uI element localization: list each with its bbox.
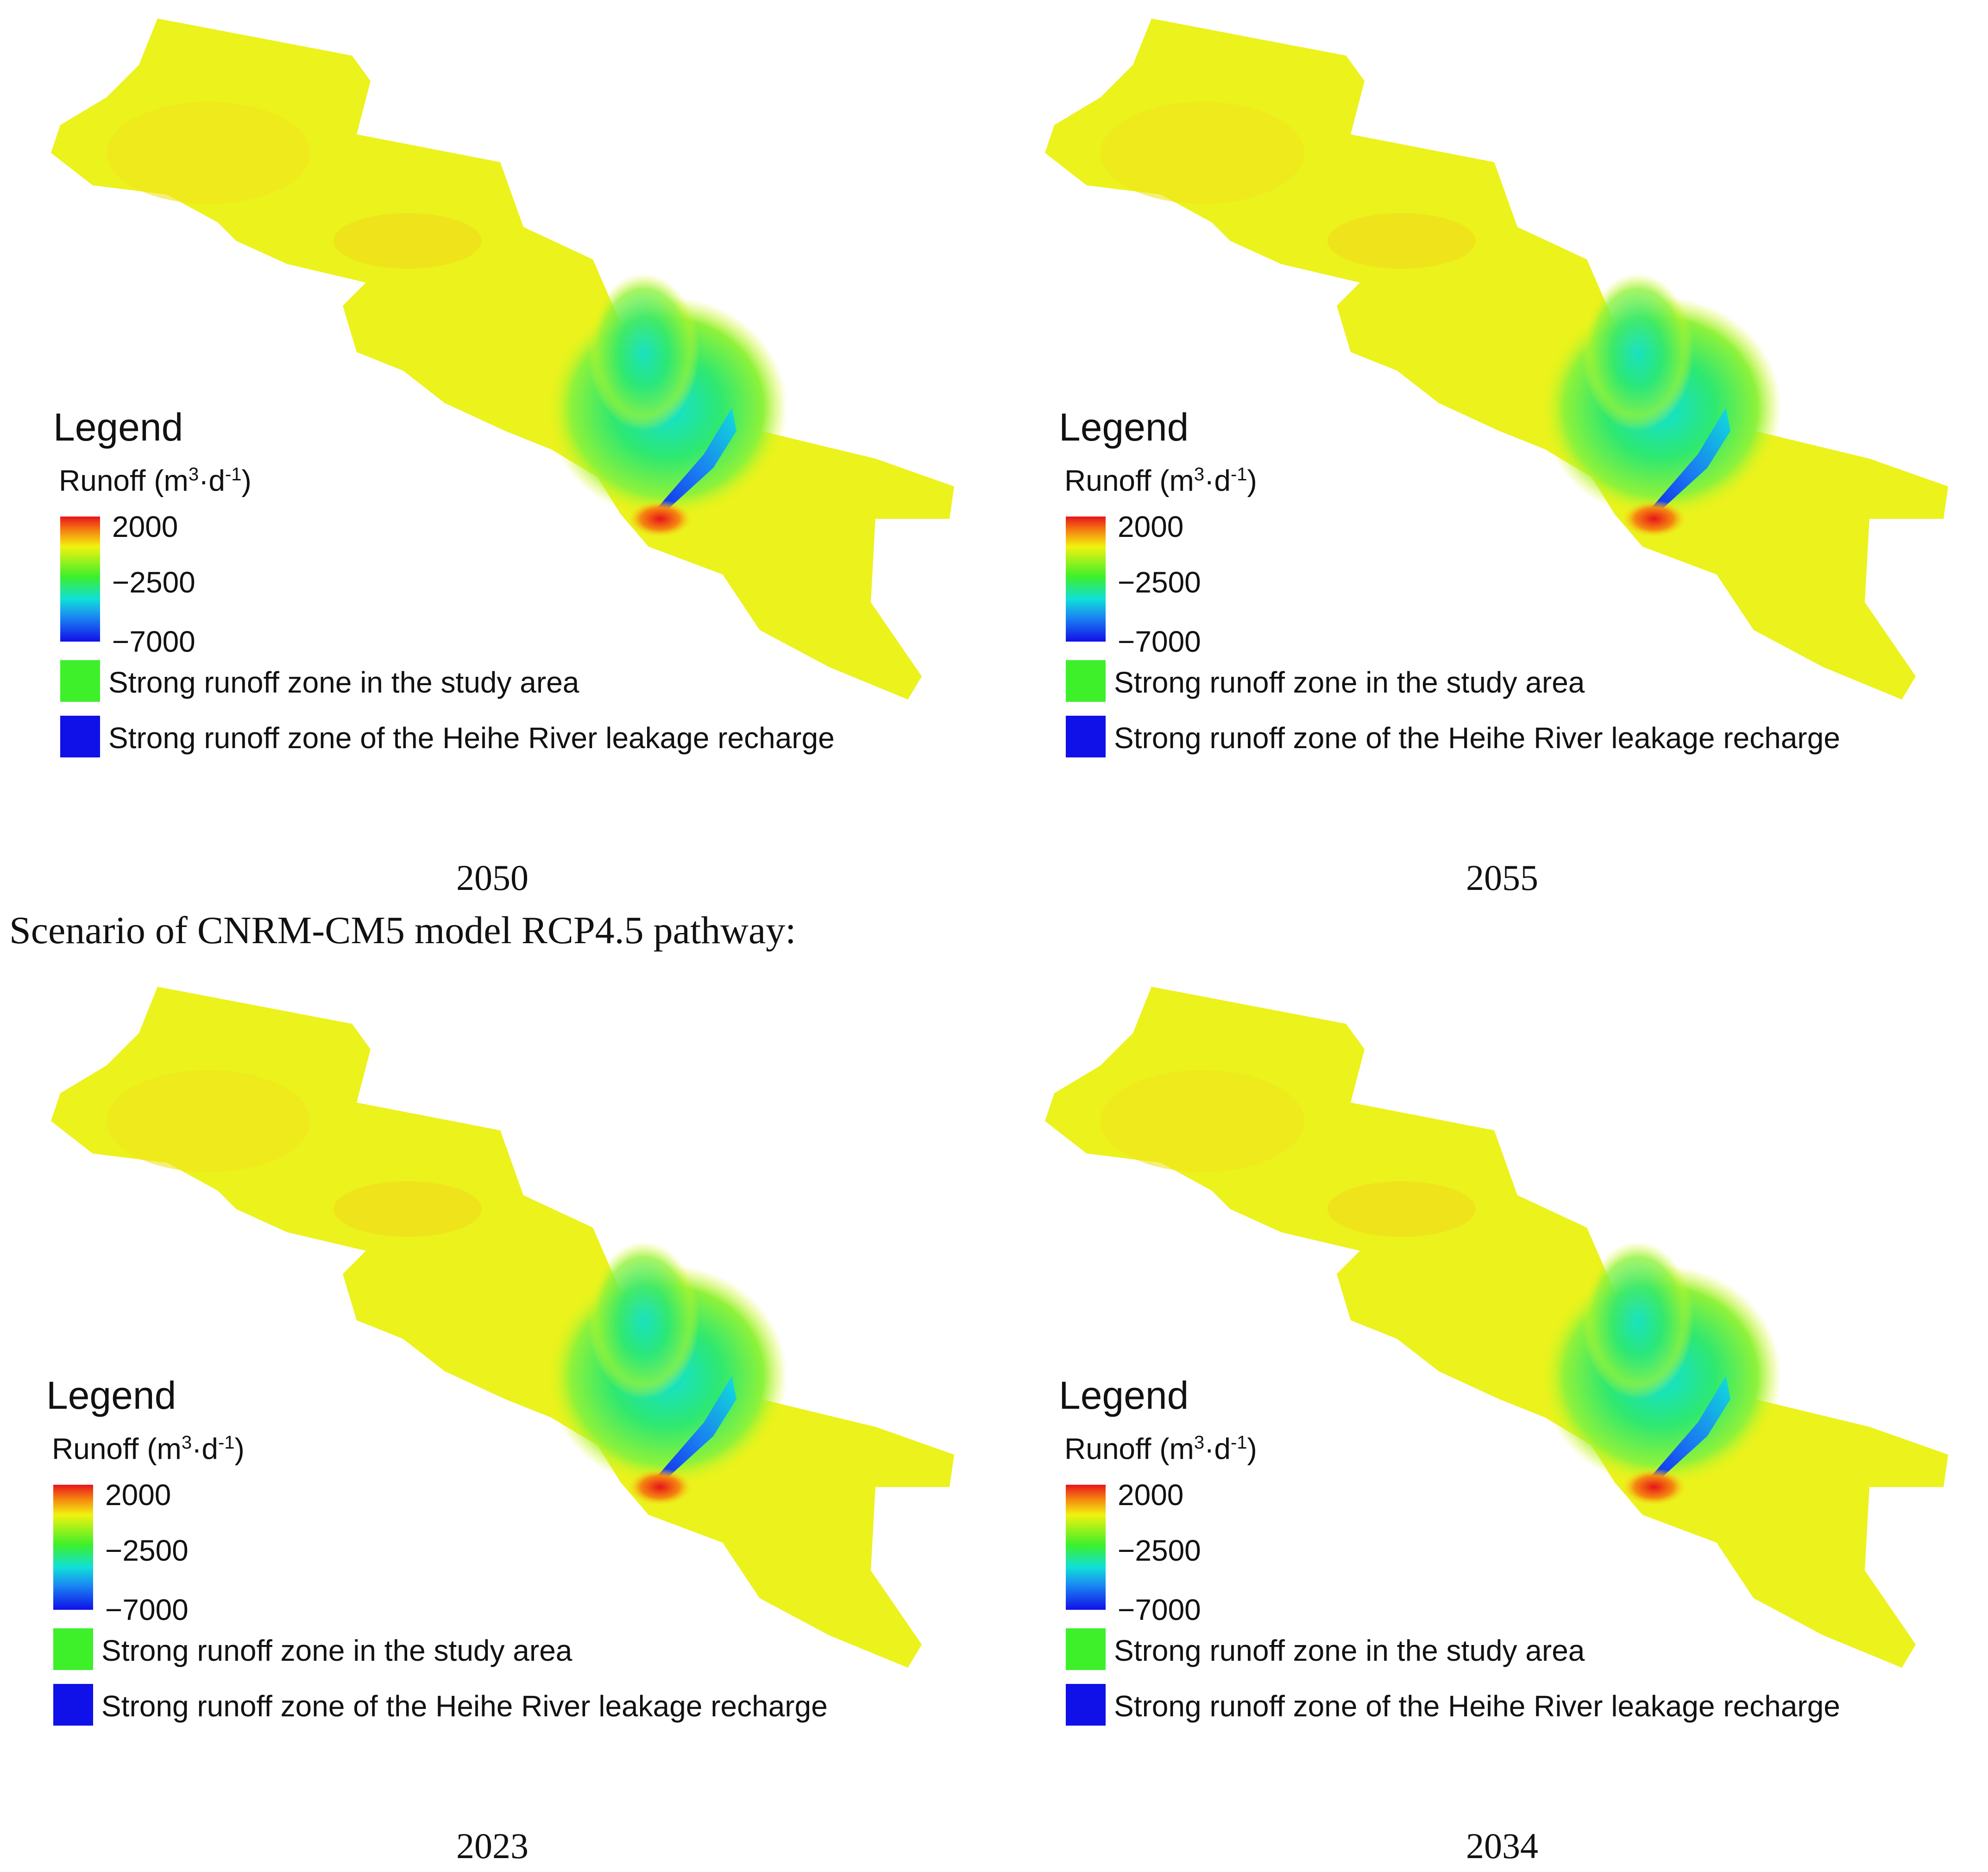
- map-panel-2050: Legend Runoff (m3·d-1) 2000 −2500 −7000 …: [0, 0, 994, 880]
- legend-item-blue: Strong runoff zone of the Heihe River le…: [60, 716, 835, 758]
- legend-variable: Runoff (m3·d-1): [1064, 464, 1257, 498]
- ramp-mid-label: −2500: [112, 566, 195, 599]
- map-legend: Legend Runoff (m3·d-1) 2000 −2500 −7000 …: [46, 1374, 828, 1726]
- map-panel-2055: Legend Runoff (m3·d-1) 2000 −2500 −7000 …: [994, 0, 1988, 880]
- green-swatch: [1066, 660, 1106, 702]
- map-legend: Legend Runoff (m3·d-1) 2000 −2500 −7000 …: [1059, 1374, 1840, 1726]
- green-swatch: [60, 660, 100, 702]
- blue-swatch-label: Strong runoff zone of the Heihe River le…: [101, 1689, 828, 1723]
- map-legend: Legend Runoff (m3·d-1) 2000 −2500 −7000 …: [53, 405, 835, 758]
- green-swatch-label: Strong runoff zone in the study area: [108, 666, 579, 700]
- legend-item-blue: Strong runoff zone of the Heihe River le…: [1066, 1684, 1840, 1726]
- color-ramp: 2000 −2500 −7000: [1066, 1478, 1257, 1625]
- color-ramp-bar: [60, 517, 100, 642]
- color-ramp: 2000 −2500 −7000: [60, 510, 252, 656]
- legend-variable: Runoff (m3·d-1): [52, 1432, 245, 1466]
- color-ramp-bar: [1066, 1485, 1106, 1610]
- ramp-max-label: 2000: [1118, 510, 1184, 544]
- year-label-2055: 2055: [1466, 857, 1538, 898]
- legend-item-green: Strong runoff zone in the study area: [1066, 1628, 1585, 1670]
- ramp-mid-label: −2500: [105, 1534, 189, 1568]
- ramp-min-label: −7000: [105, 1593, 189, 1627]
- blue-swatch-label: Strong runoff zone of the Heihe River le…: [108, 721, 835, 755]
- color-ramp: 2000 −2500 −7000: [53, 1478, 245, 1625]
- legend-title: Legend: [53, 405, 183, 449]
- ramp-mid-label: −2500: [1118, 566, 1201, 599]
- ramp-max-label: 2000: [105, 1478, 171, 1512]
- ramp-min-label: −7000: [112, 625, 195, 659]
- legend-item-blue: Strong runoff zone of the Heihe River le…: [1066, 716, 1840, 758]
- legend-title: Legend: [1059, 405, 1189, 449]
- legend-title: Legend: [46, 1374, 176, 1417]
- legend-item-green: Strong runoff zone in the study area: [60, 660, 579, 702]
- legend-title: Legend: [1059, 1374, 1189, 1417]
- scenario-caption: Scenario of CNRM-CM5 model RCP4.5 pathwa…: [9, 909, 796, 952]
- legend-item-green: Strong runoff zone in the study area: [1066, 660, 1585, 702]
- blue-swatch: [60, 716, 100, 758]
- blue-swatch: [1066, 716, 1106, 758]
- year-label-2034: 2034: [1466, 1826, 1538, 1866]
- ramp-mid-label: −2500: [1118, 1534, 1201, 1568]
- legend-item-green: Strong runoff zone in the study area: [53, 1628, 572, 1670]
- green-swatch-label: Strong runoff zone in the study area: [101, 1634, 572, 1668]
- blue-swatch-label: Strong runoff zone of the Heihe River le…: [1114, 1689, 1840, 1723]
- color-ramp-bar: [53, 1485, 93, 1610]
- color-ramp-bar: [1066, 517, 1106, 642]
- legend-item-blue: Strong runoff zone of the Heihe River le…: [53, 1684, 828, 1726]
- ramp-min-label: −7000: [1118, 625, 1201, 659]
- blue-swatch: [1066, 1684, 1106, 1726]
- green-swatch: [1066, 1628, 1106, 1670]
- green-swatch: [53, 1628, 93, 1670]
- map-panel-2034: Legend Runoff (m3·d-1) 2000 −2500 −7000 …: [994, 968, 1988, 1848]
- map-panel-2023: Legend Runoff (m3·d-1) 2000 −2500 −7000 …: [0, 968, 994, 1848]
- year-label-2023: 2023: [456, 1826, 528, 1866]
- color-ramp: 2000 −2500 −7000: [1066, 510, 1257, 656]
- ramp-max-label: 2000: [1118, 1478, 1184, 1512]
- map-legend: Legend Runoff (m3·d-1) 2000 −2500 −7000 …: [1059, 405, 1840, 758]
- green-swatch-label: Strong runoff zone in the study area: [1114, 666, 1585, 700]
- green-swatch-label: Strong runoff zone in the study area: [1114, 1634, 1585, 1668]
- blue-swatch-label: Strong runoff zone of the Heihe River le…: [1114, 721, 1840, 755]
- blue-swatch: [53, 1684, 93, 1726]
- ramp-min-label: −7000: [1118, 1593, 1201, 1627]
- year-label-2050: 2050: [456, 857, 528, 898]
- ramp-max-label: 2000: [112, 510, 178, 544]
- legend-variable: Runoff (m3·d-1): [1064, 1432, 1257, 1466]
- legend-variable: Runoff (m3·d-1): [59, 464, 252, 498]
